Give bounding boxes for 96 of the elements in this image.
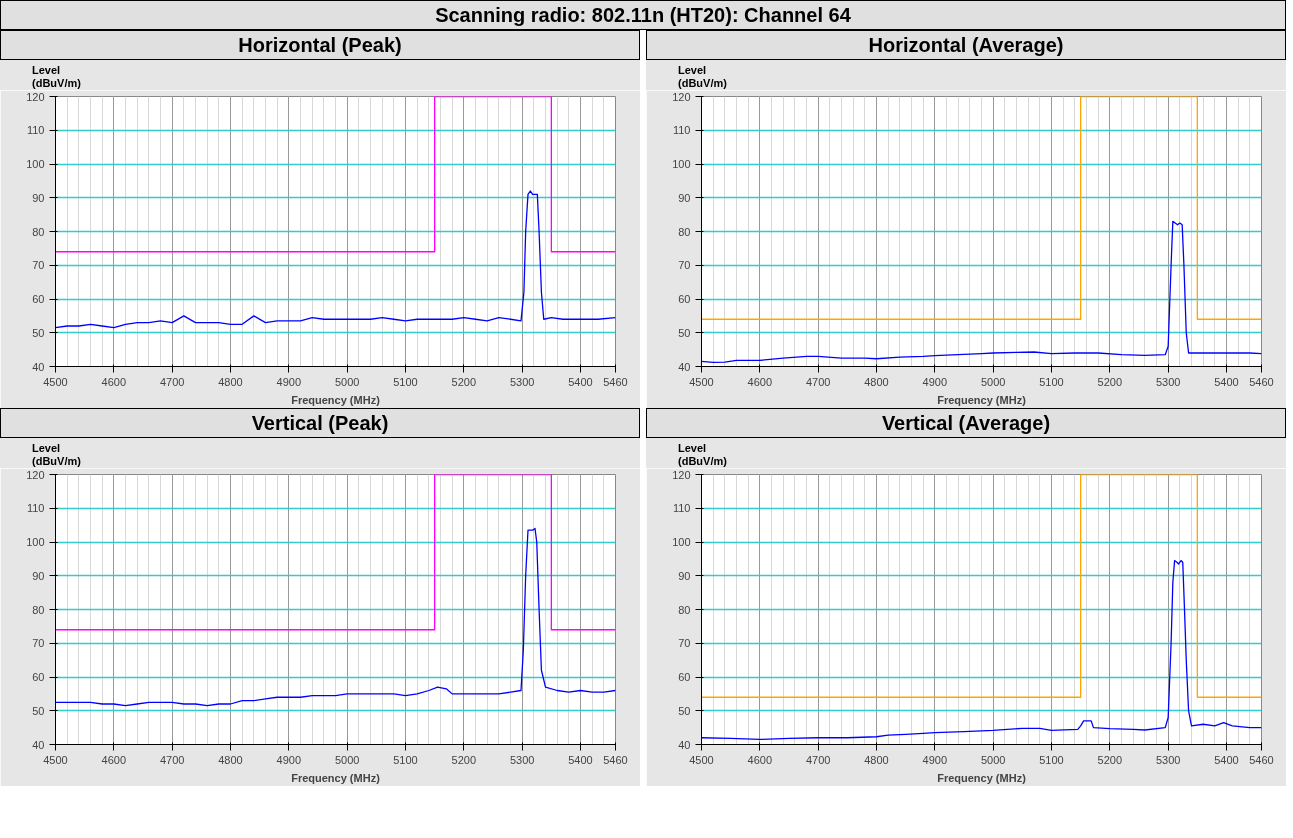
x-tick-label: 4500 <box>689 753 714 766</box>
x-tick-label: 5100 <box>393 753 418 766</box>
x-axis-title: Frequency (MHz) <box>291 393 381 406</box>
x-tick-label: 5460 <box>1249 375 1274 388</box>
x-tick-label: 5400 <box>568 753 593 766</box>
y-tick-label: 110 <box>26 502 45 515</box>
x-tick-label: 5000 <box>334 753 360 766</box>
y-axis-title: Level (dBuV/m) <box>678 442 727 468</box>
x-tick-label: 4700 <box>805 375 831 388</box>
y-tick-label: 90 <box>678 191 691 204</box>
x-tick-label: 5400 <box>1214 753 1239 766</box>
x-tick-label: 4600 <box>101 375 127 388</box>
x-axis-title: Frequency (MHz) <box>937 771 1027 784</box>
y-tick-label: 80 <box>678 603 691 616</box>
x-tick-label: 4800 <box>218 375 243 388</box>
x-tick-label: 4500 <box>689 375 714 388</box>
y-tick-label: 80 <box>678 225 691 238</box>
y-tick-label: 100 <box>672 158 691 170</box>
y-tick-label: 50 <box>678 704 691 717</box>
x-tick-label: 5460 <box>1249 753 1274 766</box>
x-tick-label: 5000 <box>334 375 360 388</box>
x-tick-label: 4600 <box>101 753 127 766</box>
x-tick-label: 5300 <box>509 375 535 388</box>
chart-title: Vertical (Average) <box>881 411 1051 436</box>
y-tick-label: 120 <box>672 90 691 103</box>
y-tick-label: 120 <box>26 90 45 103</box>
x-axis-title: Frequency (MHz) <box>937 393 1027 406</box>
x-tick-label: 5460 <box>603 753 628 766</box>
x-tick-label: 5100 <box>1039 375 1064 388</box>
x-tick-label: 5100 <box>393 375 418 388</box>
x-tick-label: 4800 <box>864 753 889 766</box>
y-tick-label: 110 <box>26 124 45 137</box>
x-tick-label: 4900 <box>922 375 948 388</box>
y-tick-label: 90 <box>32 191 45 204</box>
y-tick-label: 40 <box>678 360 691 373</box>
x-tick-label: 5200 <box>451 375 477 388</box>
x-tick-label: 5460 <box>603 375 628 388</box>
x-tick-label: 4500 <box>43 753 68 766</box>
y-tick-label: 60 <box>678 671 691 683</box>
chart-title: Vertical (Peak) <box>251 411 389 436</box>
x-tick-label: 5300 <box>509 753 535 766</box>
x-tick-label: 5300 <box>1155 375 1181 388</box>
x-tick-label: 5200 <box>451 753 477 766</box>
x-tick-label: 4600 <box>747 375 773 388</box>
x-tick-label: 5400 <box>568 375 593 388</box>
y-tick-label: 110 <box>672 124 691 137</box>
x-tick-label: 4800 <box>218 753 243 766</box>
line-series <box>55 527 616 707</box>
y-tick-label: 50 <box>32 704 45 717</box>
x-tick-label: 5000 <box>980 375 1006 388</box>
x-tick-label: 4700 <box>159 753 185 766</box>
y-tick-label: 70 <box>678 259 691 272</box>
line-series <box>701 559 1262 741</box>
y-axis-title: Level (dBuV/m) <box>32 442 81 468</box>
x-tick-label: 5100 <box>1039 753 1064 766</box>
y-axis-title: Level (dBuV/m) <box>32 64 81 90</box>
y-tick-label: 60 <box>32 671 45 683</box>
y-tick-label: 70 <box>32 637 45 650</box>
x-tick-label: 4700 <box>805 753 831 766</box>
y-tick-label: 40 <box>32 738 45 751</box>
x-tick-label: 5400 <box>1214 375 1239 388</box>
x-tick-label: 4500 <box>43 375 68 388</box>
y-tick-label: 110 <box>672 502 691 515</box>
y-tick-label: 40 <box>678 738 691 751</box>
y-axis-title: Level (dBuV/m) <box>678 64 727 90</box>
y-tick-label: 50 <box>32 326 45 339</box>
text: Scanning radio: 802.11n (HT20): Channel 64 <box>435 3 851 28</box>
x-axis-title: Frequency (MHz) <box>291 771 381 784</box>
y-tick-label: 70 <box>32 259 45 272</box>
y-tick-label: 70 <box>678 637 691 650</box>
y-tick-label: 80 <box>32 225 45 238</box>
y-tick-label: 100 <box>672 536 691 548</box>
y-tick-label: 80 <box>32 603 45 616</box>
y-tick-label: 100 <box>26 158 45 170</box>
y-tick-label: 60 <box>32 293 45 305</box>
y-tick-label: 50 <box>678 326 691 339</box>
y-tick-label: 90 <box>32 569 45 582</box>
x-tick-label: 4900 <box>922 753 948 766</box>
x-tick-label: 4800 <box>864 375 889 388</box>
x-tick-label: 5000 <box>980 753 1006 766</box>
x-tick-label: 5300 <box>1155 753 1181 766</box>
x-tick-label: 5200 <box>1097 753 1123 766</box>
x-tick-label: 4700 <box>159 375 185 388</box>
x-tick-label: 4600 <box>747 753 773 766</box>
y-tick-label: 120 <box>26 468 45 481</box>
x-tick-label: 4900 <box>276 753 302 766</box>
y-tick-label: 40 <box>32 360 45 373</box>
line-series <box>55 190 616 329</box>
y-tick-label: 60 <box>678 293 691 305</box>
chart-title: Horizontal (Average) <box>868 33 1064 58</box>
x-tick-label: 4900 <box>276 375 302 388</box>
y-tick-label: 100 <box>26 536 45 548</box>
y-tick-label: 120 <box>672 468 691 481</box>
y-tick-label: 90 <box>678 569 691 582</box>
chart-title: Horizontal (Peak) <box>238 33 402 58</box>
x-tick-label: 5200 <box>1097 375 1123 388</box>
